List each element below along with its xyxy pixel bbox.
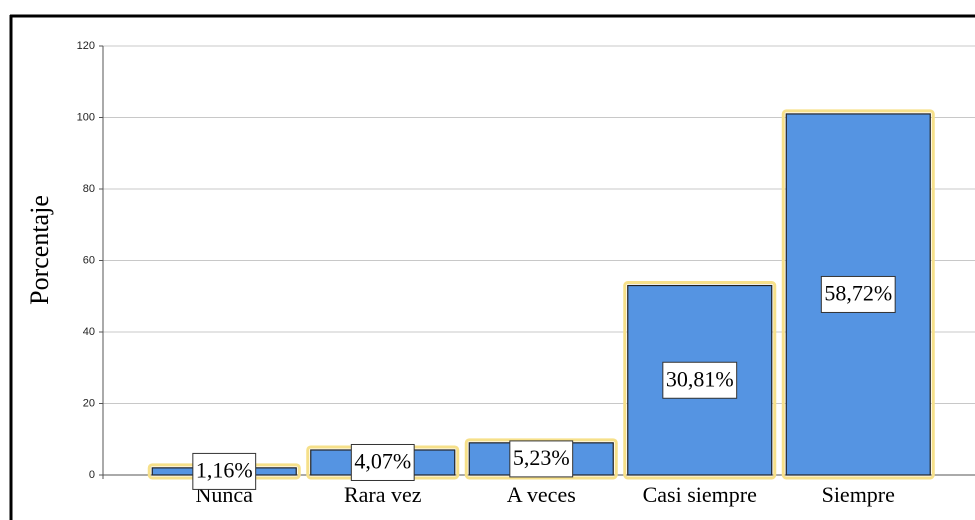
data-label-box	[350, 443, 415, 481]
data-label: 58,72%	[824, 281, 892, 306]
data-label: 30,81%	[666, 366, 734, 391]
data-label-box	[192, 452, 257, 490]
bar-highlight	[464, 438, 618, 480]
bar-highlight	[781, 109, 935, 480]
y-tick-label: 80	[83, 183, 95, 195]
y-axis-title: Porcentaje	[25, 195, 54, 305]
data-label-box	[820, 275, 896, 313]
x-tick-label: Casi siempre	[643, 482, 757, 507]
y-tick-label: 120	[77, 40, 95, 52]
data-label-box	[509, 440, 574, 478]
y-tick-label: 40	[83, 326, 95, 338]
x-tick-label: Rara vez	[344, 482, 422, 507]
data-label: 5,23%	[513, 445, 570, 470]
x-tick-label: Siempre	[822, 482, 895, 507]
x-tick-label: A veces	[507, 482, 576, 507]
data-label-box	[662, 361, 738, 399]
data-label: 4,07%	[354, 449, 411, 474]
data-label: 1,16%	[196, 457, 253, 482]
y-tick-label: 60	[83, 254, 95, 266]
bar-highlight	[623, 281, 777, 480]
y-tick-label: 20	[83, 397, 95, 409]
y-tick-label: 0	[89, 469, 95, 481]
y-tick-label: 100	[77, 111, 95, 123]
